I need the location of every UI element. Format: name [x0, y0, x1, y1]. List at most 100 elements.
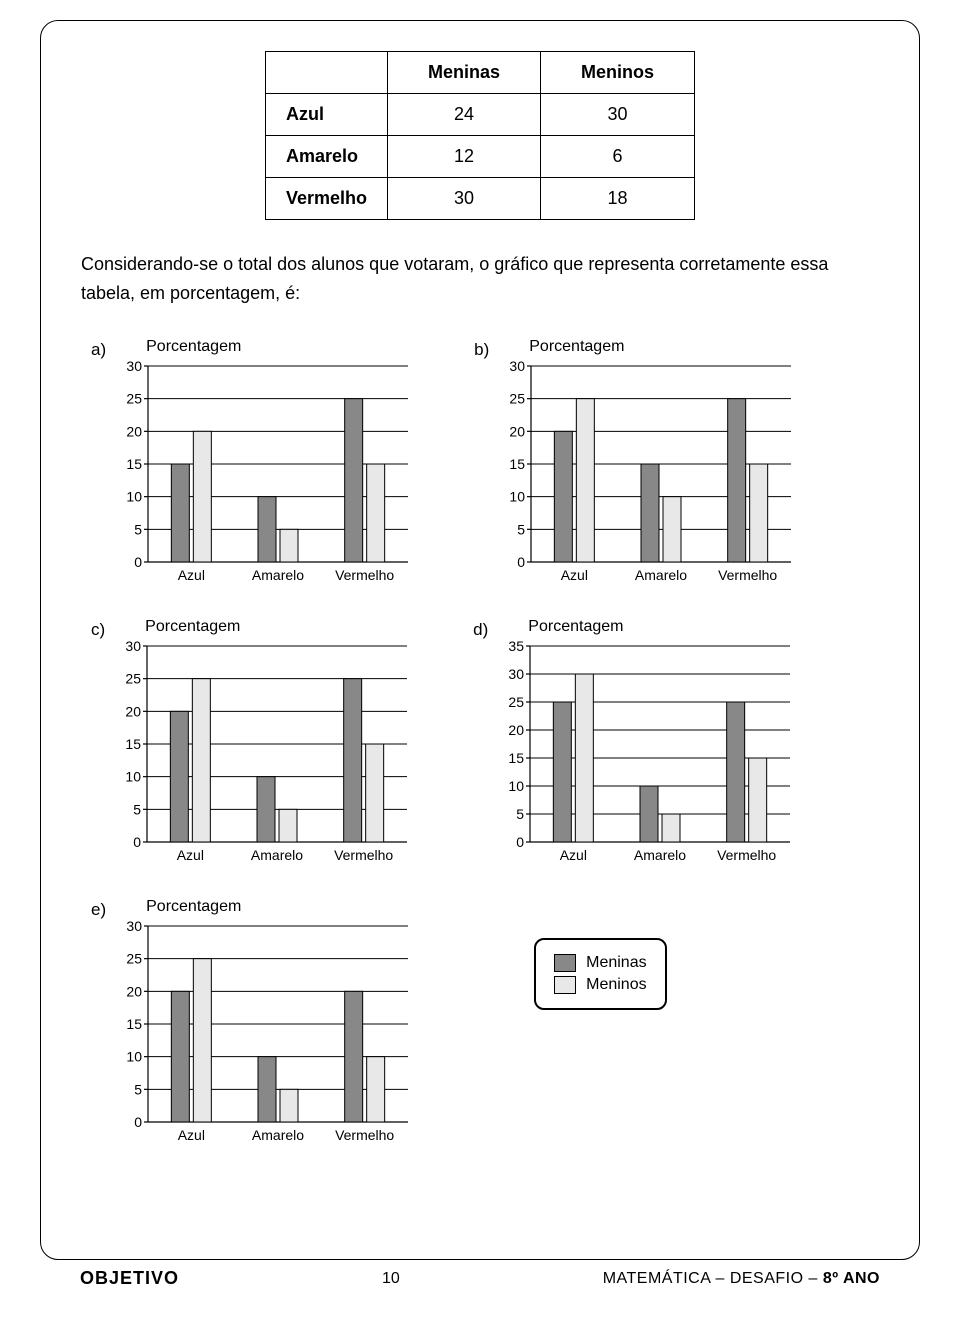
- svg-text:20: 20: [510, 423, 526, 439]
- legend-swatch-light: [554, 976, 576, 994]
- chart-svg: 0 5 10 15 20 25 30 Azul Amarelo Vermelho: [113, 638, 413, 868]
- row-label: Vermelho: [265, 178, 387, 220]
- svg-text:10: 10: [509, 778, 525, 794]
- svg-text:15: 15: [509, 750, 525, 766]
- footer-left: OBJETIVO: [80, 1268, 179, 1289]
- svg-text:30: 30: [127, 918, 143, 934]
- chart-d: d)Porcentagem05101520253035AzulAmareloVe…: [473, 618, 796, 868]
- svg-text:5: 5: [517, 521, 525, 537]
- svg-text:15: 15: [510, 456, 526, 472]
- legend-label: Meninas: [586, 954, 646, 972]
- svg-text:Vermelho: Vermelho: [335, 567, 394, 583]
- chart-title: Porcentagem: [529, 338, 797, 356]
- svg-text:30: 30: [127, 358, 143, 374]
- chart-a: a)Porcentagem051015202530AzulAmareloVerm…: [91, 338, 414, 588]
- svg-text:Azul: Azul: [177, 847, 204, 863]
- svg-text:Vermelho: Vermelho: [717, 847, 776, 863]
- legend-item: Meninos: [554, 976, 646, 994]
- cell-value: 6: [541, 136, 695, 178]
- legend-box: Meninas Meninos: [534, 938, 666, 1010]
- chart-wrap: Porcentagem051015202530AzulAmareloVermel…: [497, 338, 797, 588]
- row-label: Amarelo: [265, 136, 387, 178]
- svg-text:5: 5: [517, 806, 525, 822]
- svg-text:25: 25: [127, 950, 143, 966]
- footer-right-prefix: MATEMÁTICA – DESAFIO –: [603, 1270, 823, 1287]
- chart-wrap: Porcentagem051015202530AzulAmareloVermel…: [114, 898, 414, 1148]
- cell-value: 24: [388, 94, 541, 136]
- svg-text:25: 25: [509, 694, 525, 710]
- legend-swatch-dark: [554, 954, 576, 972]
- svg-text:Vermelho: Vermelho: [718, 567, 777, 583]
- chart-title: Porcentagem: [145, 618, 413, 636]
- svg-text:10: 10: [510, 488, 526, 504]
- cell-value: 12: [388, 136, 541, 178]
- bottom-row: e)Porcentagem051015202530AzulAmareloVerm…: [91, 898, 667, 1148]
- svg-text:Azul: Azul: [178, 567, 205, 583]
- page-footer: OBJETIVO 10 MATEMÁTICA – DESAFIO – 8º AN…: [40, 1260, 920, 1289]
- chart-e: e)Porcentagem051015202530AzulAmareloVerm…: [91, 898, 414, 1148]
- table-row: Azul 24 30: [265, 94, 694, 136]
- option-letter: c): [91, 620, 105, 640]
- legend-item: Meninas: [554, 954, 646, 972]
- svg-text:Azul: Azul: [561, 567, 588, 583]
- svg-text:5: 5: [133, 801, 141, 817]
- chart-svg: 051015202530AzulAmareloVermelho: [114, 358, 414, 588]
- table-header-empty: [265, 52, 387, 94]
- cell-value: 30: [541, 94, 695, 136]
- svg-text:15: 15: [126, 736, 142, 752]
- svg-text:Vermelho: Vermelho: [334, 847, 393, 863]
- svg-text:10: 10: [126, 768, 142, 784]
- footer-right: MATEMÁTICA – DESAFIO – 8º ANO: [603, 1270, 880, 1288]
- svg-text:0: 0: [517, 834, 525, 850]
- svg-text:Amarelo: Amarelo: [251, 847, 303, 863]
- question-text: Considerando-se o total dos alunos que v…: [81, 250, 879, 308]
- svg-text:0: 0: [133, 834, 141, 850]
- footer-right-bold: 8º ANO: [823, 1270, 880, 1287]
- svg-text:5: 5: [134, 1081, 142, 1097]
- chart-wrap: Porcentagem 0 5 10 15 20 25 30 Azul Amarelo Vermel…: [113, 618, 413, 868]
- data-table: Meninas Meninos Azul 24 30 Amarelo 12 6 …: [265, 51, 695, 220]
- option-letter: d): [473, 620, 488, 640]
- cell-value: 30: [388, 178, 541, 220]
- svg-text:Amarelo: Amarelo: [252, 1127, 304, 1143]
- option-letter: a): [91, 340, 106, 360]
- svg-text:15: 15: [127, 456, 143, 472]
- svg-text:5: 5: [134, 521, 142, 537]
- svg-text:30: 30: [126, 638, 142, 654]
- svg-text:Amarelo: Amarelo: [635, 567, 687, 583]
- svg-text:Azul: Azul: [560, 847, 587, 863]
- svg-text:25: 25: [127, 390, 143, 406]
- svg-text:0: 0: [134, 554, 142, 570]
- table-row: Vermelho 30 18: [265, 178, 694, 220]
- chart-wrap: Porcentagem05101520253035AzulAmareloVerm…: [496, 618, 796, 868]
- legend-label: Meninos: [586, 976, 646, 994]
- svg-text:20: 20: [126, 703, 142, 719]
- table-header-meninos: Meninos: [541, 52, 695, 94]
- svg-text:30: 30: [509, 666, 525, 682]
- table-row: Amarelo 12 6: [265, 136, 694, 178]
- svg-text:25: 25: [126, 670, 142, 686]
- chart-c: c) Porcentagem 0 5 10 15 20 25 30 Azul Amarelo Verm…: [91, 618, 413, 868]
- option-letter: e): [91, 900, 106, 920]
- option-letter: b): [474, 340, 489, 360]
- table-header-row: Meninas Meninos: [265, 52, 694, 94]
- footer-page: 10: [382, 1270, 400, 1288]
- chart-svg: 051015202530AzulAmareloVermelho: [497, 358, 797, 588]
- chart-svg: 0 5 10 15 20 25 30 Azul Amarelo Vermelho: [114, 918, 414, 1148]
- svg-text:Amarelo: Amarelo: [252, 567, 304, 583]
- svg-text:20: 20: [127, 983, 143, 999]
- row-label: Azul: [265, 94, 387, 136]
- chart-title: Porcentagem: [528, 618, 796, 636]
- svg-text:15: 15: [127, 1016, 143, 1032]
- svg-text:Vermelho: Vermelho: [335, 1127, 394, 1143]
- svg-text:0: 0: [134, 1114, 142, 1130]
- svg-text:Azul: Azul: [178, 1127, 205, 1143]
- chart-wrap: Porcentagem051015202530AzulAmareloVermel…: [114, 338, 414, 588]
- table-header-meninas: Meninas: [388, 52, 541, 94]
- svg-text:0: 0: [517, 554, 525, 570]
- svg-text:10: 10: [127, 1048, 143, 1064]
- chart-title: Porcentagem: [146, 338, 414, 356]
- svg-text:35: 35: [509, 638, 525, 654]
- svg-text:25: 25: [510, 390, 526, 406]
- svg-text:20: 20: [127, 423, 143, 439]
